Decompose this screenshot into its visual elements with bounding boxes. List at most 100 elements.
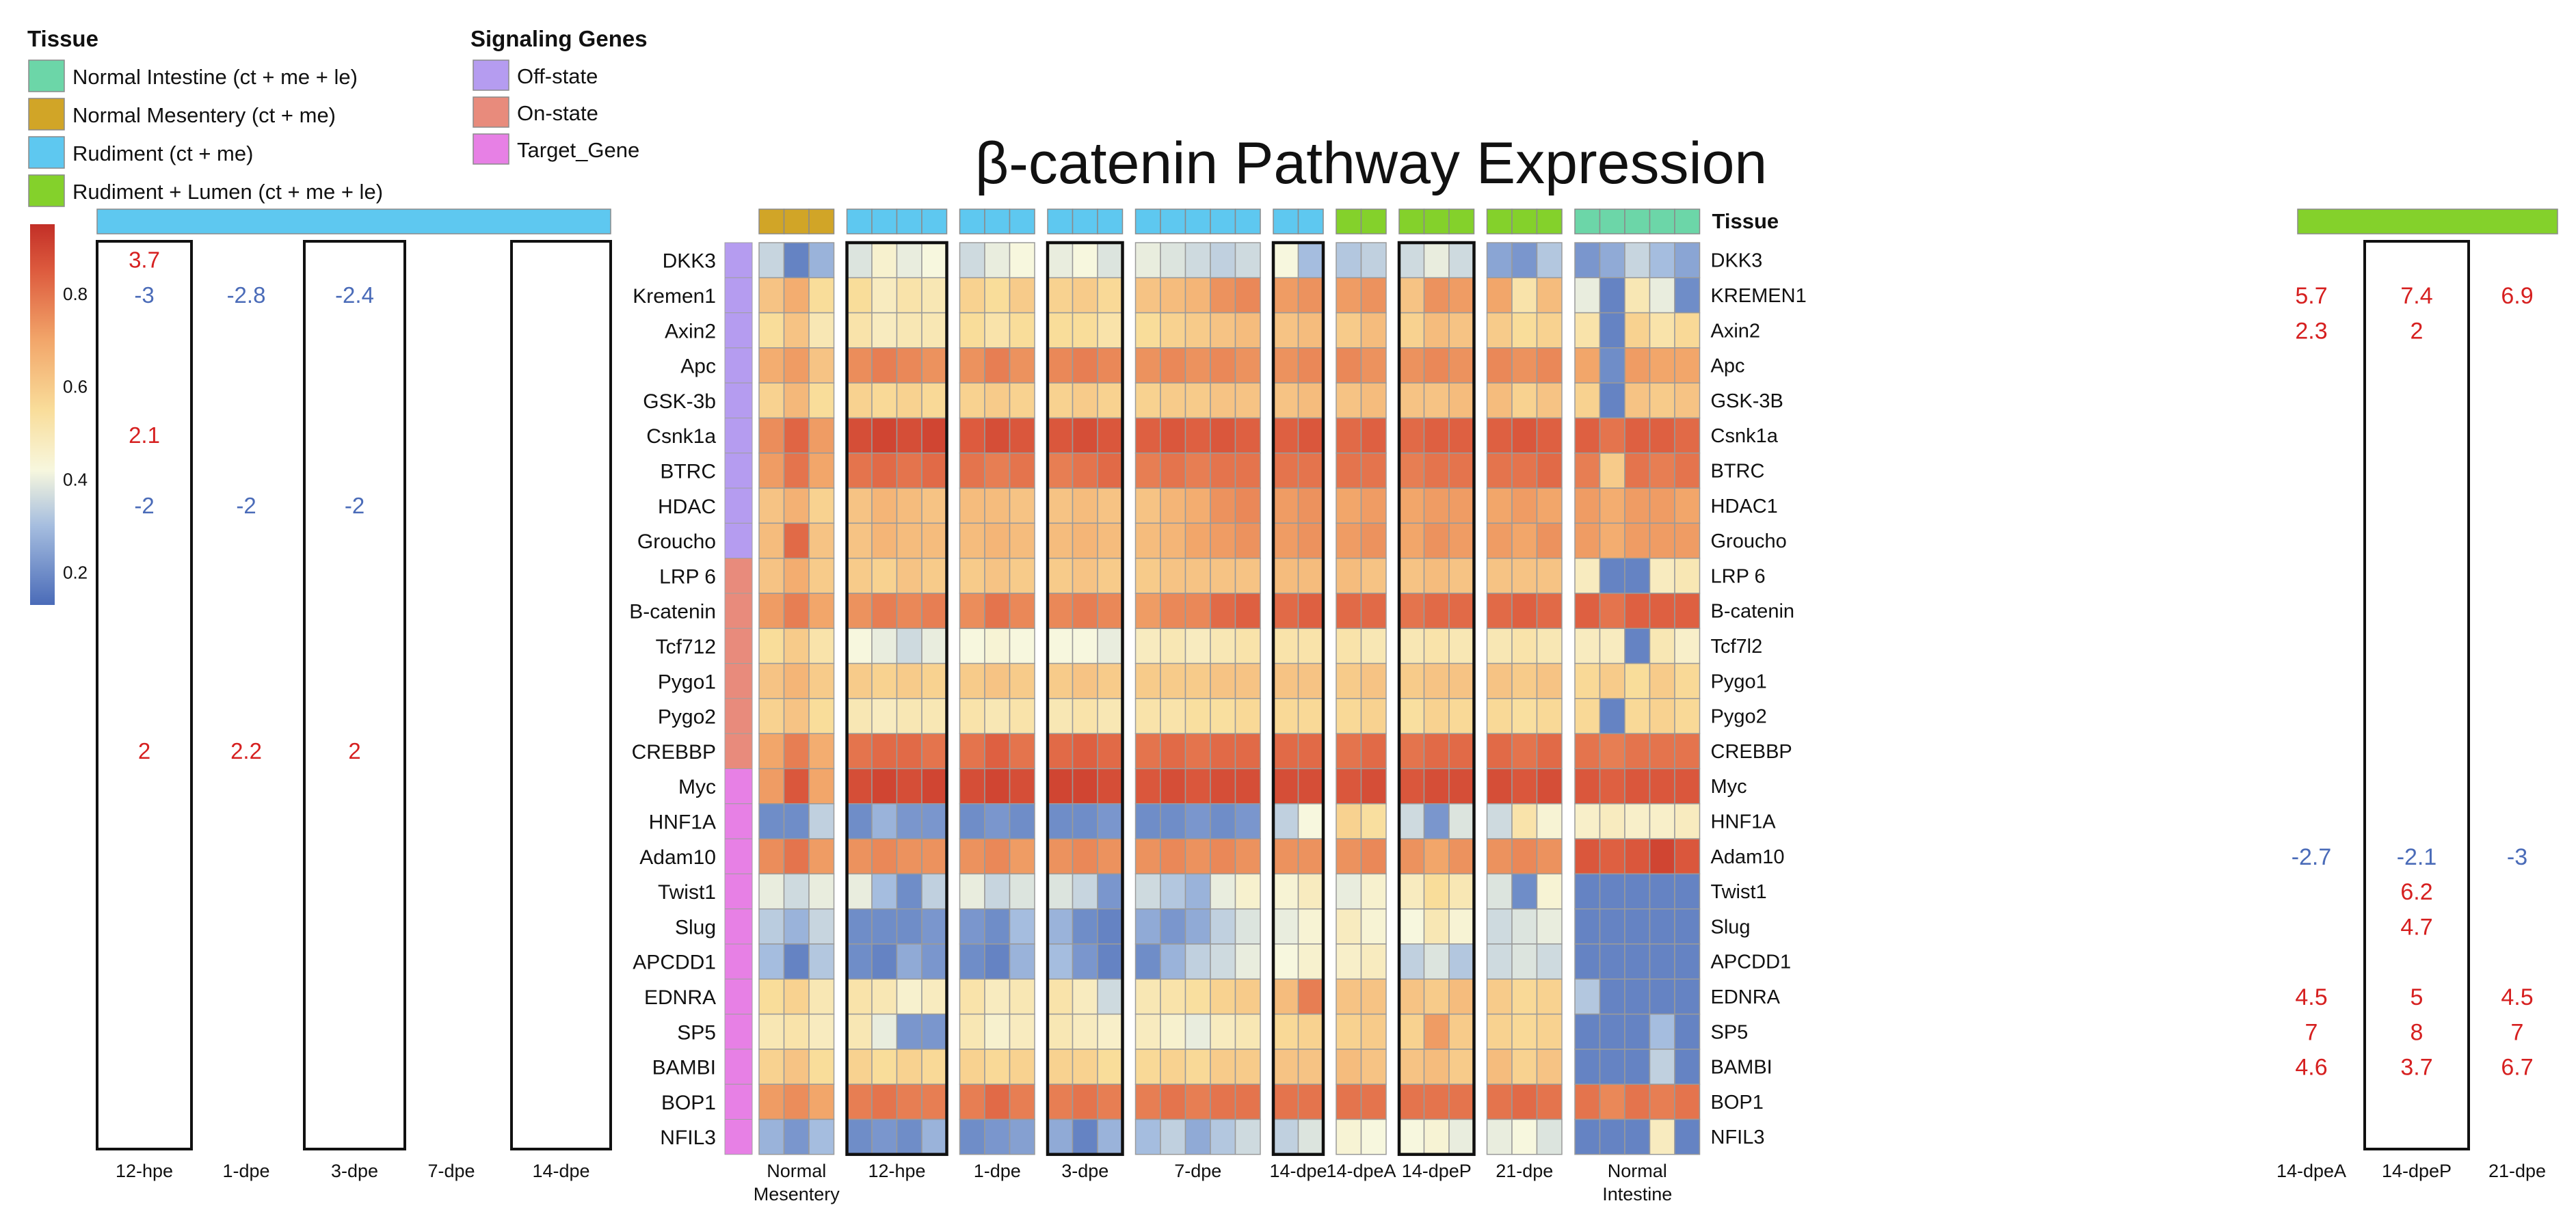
- tissue-bar-cell: [1599, 208, 1625, 234]
- heatmap-cell: [1486, 662, 1513, 699]
- heatmap-cell: [1047, 1013, 1074, 1050]
- heatmap-cell: [1423, 978, 1450, 1015]
- heatmap-cell: [984, 978, 1011, 1015]
- heatmap-cell: [1297, 978, 1324, 1015]
- heatmap-cell: [1649, 453, 1675, 489]
- heatmap-cell: [1486, 1049, 1513, 1085]
- heatmap-cell: [808, 453, 835, 489]
- heatmap-cell: [1423, 593, 1450, 630]
- tissue-bar-cell: [1336, 208, 1362, 234]
- heatmap-cell: [1134, 1118, 1161, 1155]
- gene-label-left: Adam10: [639, 846, 716, 869]
- heatmap-cell: [1398, 1118, 1425, 1155]
- heatmap-cell: [1398, 312, 1425, 349]
- group-label: 21-dpe: [1496, 1161, 1553, 1181]
- heatmap-cell: [984, 943, 1011, 980]
- heatmap-cell: [1336, 522, 1362, 559]
- right-fold-change-value: 6.7: [2501, 1055, 2533, 1081]
- heatmap-cell: [1210, 1118, 1236, 1155]
- heatmap-cell: [1047, 768, 1074, 805]
- heatmap-cell: [1360, 803, 1387, 839]
- heatmap-cell: [1009, 277, 1035, 314]
- heatmap-cell: [1599, 803, 1625, 839]
- heatmap-cell: [846, 628, 873, 664]
- heatmap-cell: [1624, 417, 1651, 454]
- heatmap-cell: [808, 978, 835, 1015]
- heatmap-cell: [783, 803, 810, 839]
- heatmap-cell: [1160, 978, 1186, 1015]
- heatmap-cell: [1134, 242, 1161, 279]
- heatmap-cell: [1624, 593, 1651, 630]
- heatmap-cell: [1486, 382, 1513, 419]
- heatmap-cell: [1649, 487, 1675, 524]
- group-highlight-box: [1271, 241, 1325, 1157]
- heatmap-cell: [871, 873, 898, 910]
- heatmap-cell: [783, 277, 810, 314]
- heatmap-cell: [1536, 593, 1563, 630]
- heatmap-cell: [921, 1083, 948, 1120]
- heatmap-cell: [1674, 487, 1701, 524]
- heatmap-cell: [1624, 698, 1651, 734]
- heatmap-cell: [1134, 733, 1161, 770]
- signaling-legend-label: Off-state: [517, 64, 598, 88]
- heatmap-cell: [808, 698, 835, 734]
- heatmap-cell: [1160, 1118, 1186, 1155]
- heatmap-cell: [758, 522, 785, 559]
- heatmap-cell: [1574, 943, 1601, 980]
- heatmap-cell: [1398, 838, 1425, 875]
- heatmap-cell: [1336, 417, 1362, 454]
- heatmap-cell: [1360, 487, 1387, 524]
- heatmap-cell: [1624, 347, 1651, 383]
- heatmap-cell: [1599, 277, 1625, 314]
- right-fold-change-value: -2.1: [2397, 844, 2437, 870]
- heatmap-cell: [871, 453, 898, 489]
- heatmap-cell: [1297, 347, 1324, 383]
- heatmap-cell: [1674, 698, 1701, 734]
- tissue-bar-cell: [1536, 208, 1563, 234]
- heatmap-cell: [1599, 557, 1625, 594]
- chart-title: β-catenin Pathway Expression: [975, 131, 1767, 196]
- heatmap-cell: [1297, 1118, 1324, 1155]
- heatmap-cell: [1009, 838, 1035, 875]
- heatmap-cell: [1210, 1083, 1236, 1120]
- heatmap-cell: [1624, 453, 1651, 489]
- gene-label-left: CREBBP: [632, 741, 716, 764]
- heatmap-cell: [984, 312, 1011, 349]
- heatmap-cell: [1649, 662, 1675, 699]
- heatmap-cell: [1184, 382, 1211, 419]
- tissue-bar-cell: [808, 208, 835, 234]
- heatmap-cell: [1486, 242, 1513, 279]
- group-label: Mesentery: [754, 1184, 840, 1204]
- heatmap-cell: [1273, 382, 1299, 419]
- heatmap-cell: [921, 453, 948, 489]
- heatmap-cell: [1184, 662, 1211, 699]
- heatmap-cell: [758, 628, 785, 664]
- heatmap-cell: [1649, 978, 1675, 1015]
- heatmap-cell: [808, 1083, 835, 1120]
- heatmap-cell: [1360, 382, 1387, 419]
- heatmap-cell: [1009, 453, 1035, 489]
- heatmap-cell: [1398, 978, 1425, 1015]
- gene-label-right: Slug: [1711, 916, 1751, 938]
- heatmap-cell: [1234, 698, 1261, 734]
- heatmap-cell: [1072, 838, 1098, 875]
- heatmap-cell: [1160, 312, 1186, 349]
- heatmap-cell: [921, 522, 948, 559]
- right-fold-change-value: 6.9: [2501, 283, 2533, 309]
- heatmap-cell: [783, 487, 810, 524]
- heatmap-cell: [1072, 1013, 1098, 1050]
- heatmap-cell: [846, 662, 873, 699]
- heatmap-cell: [1210, 803, 1236, 839]
- gene-label-left: EDNRA: [644, 986, 716, 1009]
- heatmap-cell: [1297, 487, 1324, 524]
- heatmap-cell: [1423, 1013, 1450, 1050]
- heatmap-cell: [1009, 908, 1035, 945]
- gene-label-left: NFIL3: [660, 1127, 716, 1149]
- heatmap-cell: [1486, 698, 1513, 734]
- heatmap-cell: [1047, 803, 1074, 839]
- heatmap-cell: [1273, 978, 1299, 1015]
- tissue-legend-swatch: [28, 174, 65, 207]
- heatmap-cell: [1448, 1013, 1475, 1050]
- heatmap-cell: [1536, 382, 1563, 419]
- heatmap-cell: [871, 242, 898, 279]
